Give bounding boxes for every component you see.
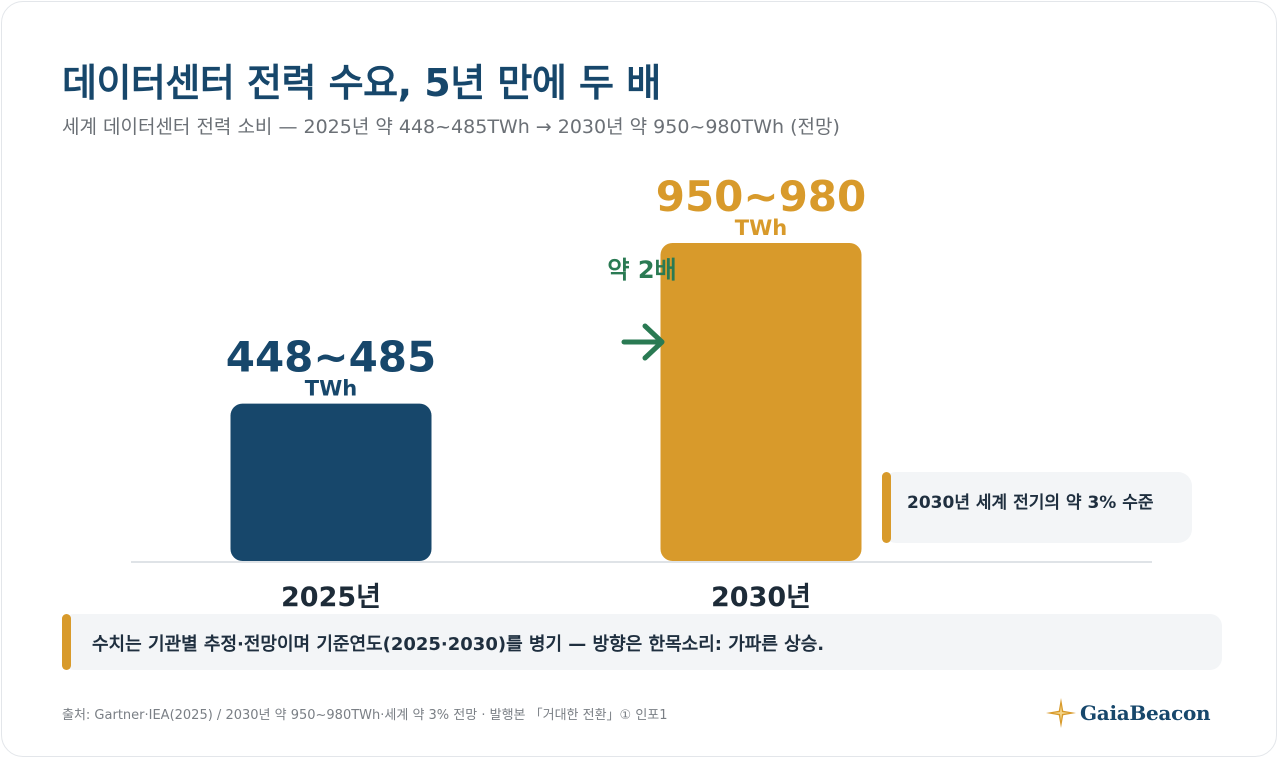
page-subtitle: 세계 데이터센터 전력 소비 — 2025년 약 448~485TWh → 20… <box>62 116 840 138</box>
source-note: 출처: Gartner·IEA(2025) / 2030년 약 950~980T… <box>62 708 668 723</box>
summary-accent-bar <box>62 614 71 670</box>
brand-logo[interactable]: GaiaBeacon <box>1045 697 1211 729</box>
note-accent-bar <box>882 472 891 543</box>
note-text: 2030년 세계 전기의 약 3% 수준 <box>907 493 1154 513</box>
page-title: 데이터센터 전력 수요, 5년 만에 두 배 <box>62 61 661 105</box>
summary-callout: 수치는 기관별 추정·전망이며 기준연도(2025·2030)를 병기 — 방향… <box>62 614 1222 670</box>
value-label-1: 448~485 <box>226 333 437 382</box>
note-callout: 2030년 세계 전기의 약 3% 수준 <box>882 472 1192 543</box>
compass-star-icon <box>1046 698 1076 728</box>
bar-1 <box>230 403 432 561</box>
summary-text: 수치는 기관별 추정·전망이며 기준연도(2025·2030)를 병기 — 방향… <box>92 634 825 655</box>
unit-label-2: TWh <box>735 216 787 240</box>
category-label-2: 2030년 <box>711 582 811 612</box>
brand-name: GaiaBeacon <box>1080 701 1211 725</box>
arrow-right-icon <box>621 323 665 361</box>
category-label-1: 2025년 <box>281 582 381 612</box>
growth-annotation: 약 2배 <box>607 256 676 284</box>
unit-label-1: TWh <box>305 377 357 401</box>
value-label-2: 950~980 <box>656 172 867 221</box>
bar-2 <box>660 243 862 561</box>
